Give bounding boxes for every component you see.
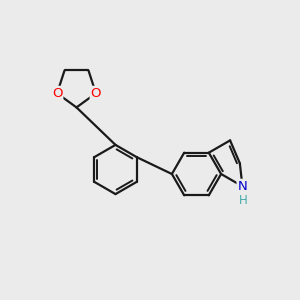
Text: N: N [238,180,247,193]
Text: O: O [91,87,101,100]
Text: O: O [52,87,62,100]
Text: H: H [238,194,247,207]
